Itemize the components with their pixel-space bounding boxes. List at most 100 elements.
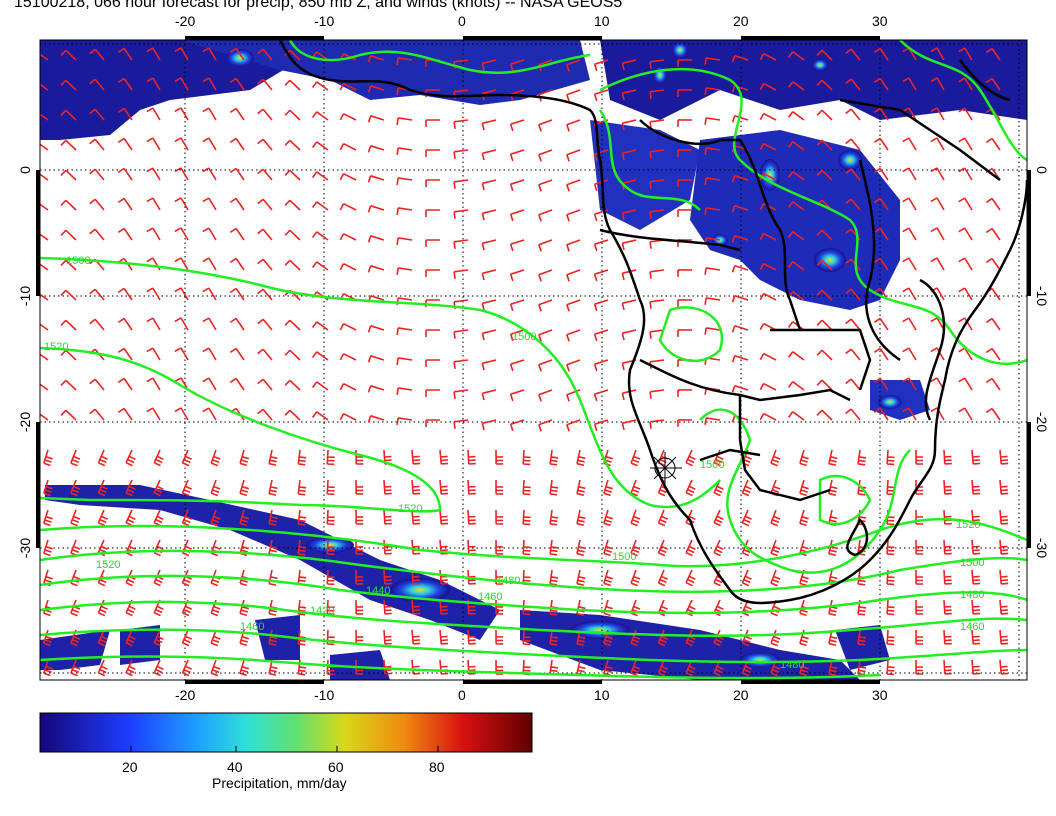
- wind-barb: [593, 269, 609, 282]
- wind-barb: [985, 137, 1001, 151]
- wind-barb: [704, 87, 721, 95]
- wind-barb: [70, 569, 81, 587]
- wind-barb: [411, 569, 421, 585]
- wind-barb: [915, 659, 924, 675]
- wind-barb: [845, 78, 861, 91]
- wind-barb: [411, 659, 421, 675]
- wind-barb: [396, 207, 413, 216]
- wind-barb: [153, 629, 164, 647]
- wind-barb: [685, 659, 696, 677]
- wind-barb: [396, 417, 413, 426]
- wind-barb: [467, 509, 476, 525]
- wind-barb: [284, 79, 301, 91]
- wind-barb: [566, 119, 581, 132]
- wind-barb: [731, 114, 749, 123]
- wind-barb: [549, 629, 559, 646]
- wind-barb: [731, 294, 749, 303]
- wind-barb: [759, 352, 777, 361]
- lat-labels-right: 0 -10 -20 -30: [1034, 166, 1050, 558]
- wind-barb: [873, 257, 889, 271]
- wind-barb: [383, 659, 392, 675]
- wind-barb: [845, 318, 861, 331]
- wind-barb: [257, 48, 273, 61]
- wind-barb: [367, 145, 385, 153]
- wind-barb: [257, 408, 273, 421]
- wind-barb: [657, 539, 669, 557]
- wind-barb: [657, 569, 669, 587]
- wind-barb: [649, 419, 665, 429]
- wind-barb: [704, 417, 721, 425]
- wind-barb: [453, 269, 469, 279]
- wind-barb: [174, 77, 189, 91]
- wind-barb: [210, 479, 221, 497]
- wind-barb: [146, 167, 161, 181]
- wind-barb: [453, 209, 469, 219]
- wind-barb: [943, 479, 952, 495]
- wind-barb: [425, 179, 440, 187]
- wind-barb: [845, 348, 861, 361]
- wind-barb: [649, 329, 665, 339]
- wind-barb: [845, 168, 861, 181]
- wind-barb: [857, 659, 867, 676]
- wind-barb: [787, 81, 805, 91]
- wind-barb: [311, 201, 329, 211]
- wind-barb: [229, 47, 245, 61]
- wind-barb: [40, 263, 49, 271]
- wind-barb: [453, 179, 469, 189]
- wind-barb: [713, 449, 724, 467]
- wind-barb: [257, 378, 273, 391]
- wind-barb: [630, 659, 641, 677]
- wind-barb: [396, 267, 413, 276]
- wind-barb: [125, 539, 136, 557]
- wind-barb: [411, 539, 421, 555]
- wind-barb: [630, 629, 641, 647]
- wind-barb: [481, 329, 497, 341]
- wind-barb: [146, 347, 161, 361]
- wind-barb: [816, 139, 833, 151]
- wind-barb: [202, 107, 217, 121]
- wind-barb: [873, 107, 889, 121]
- wind-barb: [522, 539, 531, 556]
- wind-barb: [257, 78, 273, 91]
- wind-barb: [311, 111, 329, 121]
- wind-barb: [396, 237, 413, 246]
- wind-barb: [799, 659, 809, 677]
- lat-label: -20: [1034, 412, 1050, 432]
- wind-barb: [284, 409, 301, 421]
- wind-barb: [902, 287, 917, 301]
- wind-barb: [43, 509, 53, 527]
- wind-barb: [677, 389, 693, 397]
- wind-barb: [268, 659, 278, 676]
- wind-barb: [311, 411, 329, 421]
- wind-barb: [958, 47, 973, 61]
- wind-barb: [621, 119, 637, 131]
- wind-barb: [828, 629, 838, 646]
- wind-barb: [355, 569, 364, 585]
- wind-barb: [367, 265, 385, 273]
- wind-barb: [40, 323, 49, 331]
- wind-barb: [239, 599, 250, 617]
- wind-barb: [943, 599, 952, 615]
- wind-barb: [70, 509, 81, 527]
- wind-barb: [229, 107, 245, 121]
- wind-barb: [704, 207, 721, 215]
- wind-barb: [741, 659, 752, 677]
- wind-barb: [902, 347, 917, 361]
- wind-barb: [731, 354, 749, 363]
- wind-barb: [396, 177, 413, 186]
- wind-barb: [146, 137, 161, 151]
- wind-barb: [311, 231, 329, 241]
- wind-barb: [566, 209, 581, 222]
- wind-barb: [566, 89, 581, 102]
- wind-barb: [97, 629, 108, 647]
- wind-barb: [396, 357, 413, 366]
- wind-barb: [284, 349, 301, 361]
- wind-barb: [509, 179, 525, 192]
- wind-barb: [425, 209, 440, 217]
- wind-barb: [153, 449, 164, 467]
- wind-barb: [873, 347, 889, 361]
- wind-barb: [713, 659, 724, 677]
- wind-barb: [311, 141, 329, 151]
- wind-barb: [704, 267, 721, 275]
- wind-barb: [411, 629, 421, 645]
